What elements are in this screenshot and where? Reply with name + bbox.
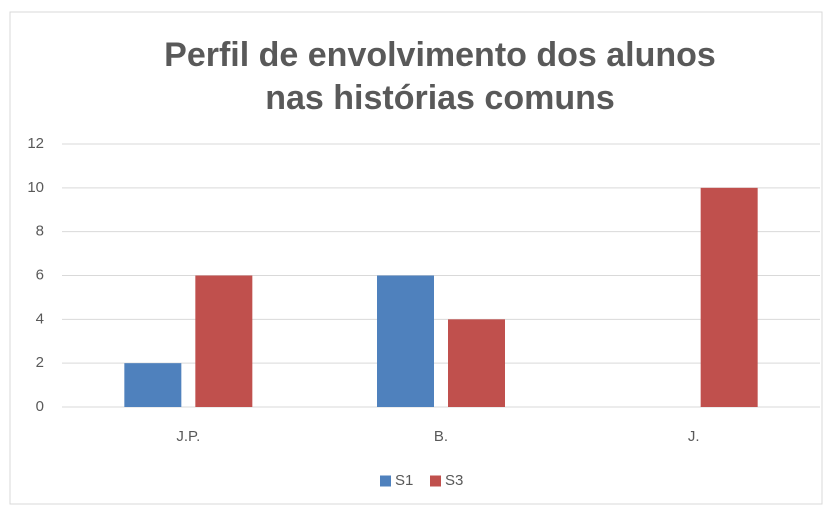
y-tick-label: 12 (27, 135, 44, 152)
x-tick-label: B. (434, 428, 448, 445)
bar (124, 363, 182, 407)
bar (700, 187, 758, 407)
bar (377, 275, 434, 407)
bar (195, 275, 253, 407)
legend-swatch (380, 475, 391, 487)
legend-label: S1 (395, 472, 413, 489)
chart-title: nas histórias comuns (265, 79, 615, 117)
chart-title: Perfil de envolvimento dos alunos (164, 36, 716, 74)
bar (448, 319, 505, 407)
legend-swatch (430, 475, 441, 487)
legend-label: S3 (445, 472, 463, 489)
x-tick-label: J. (688, 428, 700, 445)
y-tick-label: 4 (36, 310, 44, 327)
x-tick-label: J.P. (176, 428, 200, 445)
y-tick-label: 0 (36, 398, 44, 415)
y-tick-label: 8 (36, 223, 44, 240)
chart-border (9, 11, 823, 505)
y-tick-label: 10 (27, 179, 44, 196)
y-tick-label: 6 (36, 266, 44, 283)
y-tick-label: 2 (36, 354, 44, 371)
